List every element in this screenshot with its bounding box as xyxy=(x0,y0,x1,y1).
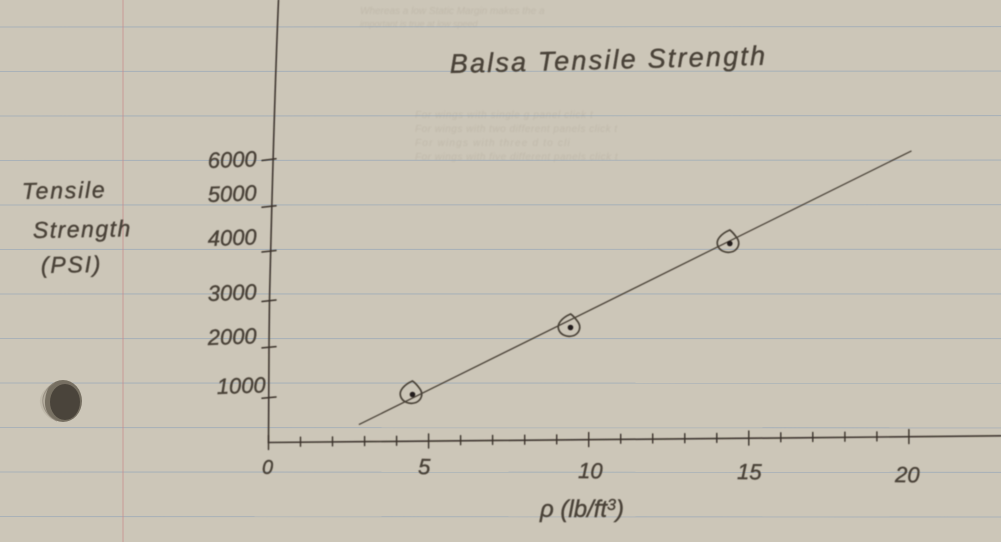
svg-text:For wings with five different: For wings with five different panels cli… xyxy=(415,152,619,163)
svg-text:important is true at low speed: important is true at low speed xyxy=(360,19,479,29)
svg-text:6000: 6000 xyxy=(207,146,258,173)
svg-text:For wings with three d: For wings with three d to cli xyxy=(415,138,571,149)
svg-text:20: 20 xyxy=(894,462,921,487)
svg-text:Tensile: Tensile xyxy=(22,177,107,204)
svg-text:5: 5 xyxy=(418,454,431,479)
svg-text:15: 15 xyxy=(737,459,763,484)
svg-text:2000: 2000 xyxy=(206,323,258,350)
svg-text:3000: 3000 xyxy=(207,279,258,306)
svg-text:For wings with two different p: For wings with two different panels clic… xyxy=(415,124,618,135)
svg-text:Whereas a low Static Margin ma: Whereas a low Static Margin makes the a xyxy=(360,6,545,17)
svg-text:Strength: Strength xyxy=(33,215,132,243)
svg-text:4000: 4000 xyxy=(207,224,258,251)
svg-text:(PSI): (PSI) xyxy=(41,251,103,278)
svg-text:10: 10 xyxy=(578,458,604,483)
svg-text:0: 0 xyxy=(262,457,273,479)
svg-text:1000: 1000 xyxy=(216,372,267,399)
svg-text:5000: 5000 xyxy=(207,180,258,207)
